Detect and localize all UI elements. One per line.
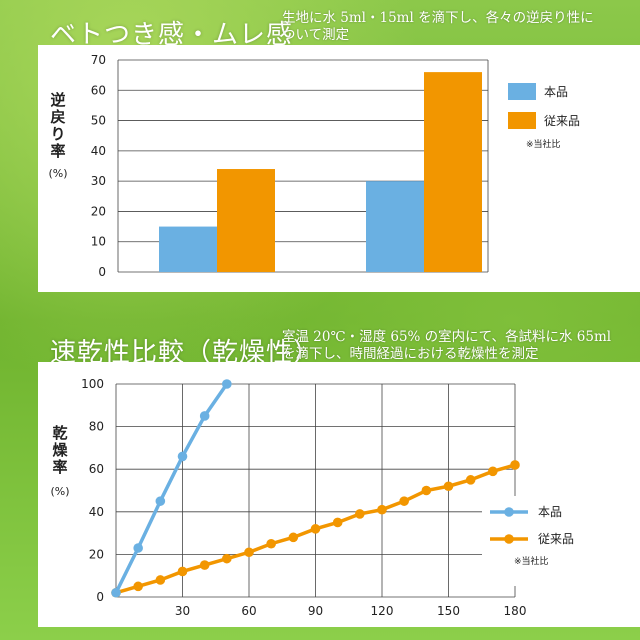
data-point-conventional [199, 560, 210, 570]
data-point-conventional [377, 504, 387, 515]
bar-conventional [217, 169, 275, 272]
y-tick-label: 100 [81, 377, 104, 391]
data-point-conventional [244, 547, 254, 558]
data-point-conventional [310, 524, 321, 534]
data-point-product [222, 379, 232, 389]
legend-label: 従来品 [544, 114, 580, 128]
data-point-product [155, 496, 166, 506]
data-point-conventional [222, 553, 232, 564]
data-point-conventional [488, 466, 498, 477]
y-axis-label-char: 逆 [50, 91, 65, 109]
line-chart-panel: 0 20 40 60 80 100 30 60 90 120 150 180 乾燥率 (%) 本品従来品 ※当… [38, 362, 640, 627]
footnote: ※当社比 [526, 138, 561, 150]
legend-label: 本品 [538, 505, 562, 519]
data-point-conventional [465, 475, 476, 485]
legend-marker [504, 507, 514, 517]
x-tick-label: 30 [175, 604, 190, 618]
legend-label: 従来品 [538, 532, 574, 546]
y-tick-label: 40 [91, 144, 106, 158]
data-point-conventional [288, 532, 299, 543]
data-point-conventional [133, 581, 143, 592]
series-line-product [114, 383, 229, 594]
y-tick-label: 60 [91, 83, 106, 97]
data-point-conventional [443, 481, 454, 492]
x-tick-label: 120 [371, 604, 394, 618]
bar-product [366, 181, 424, 272]
bar-conventional [424, 72, 482, 272]
y-tick-label: 0 [96, 590, 104, 604]
y-axis-label-char: 乾 [52, 424, 67, 442]
y-tick-label: 20 [89, 547, 104, 561]
data-point-product [133, 543, 143, 553]
y-axis-label-char: 率 [52, 458, 67, 476]
y-tick-label: 40 [89, 505, 104, 519]
data-point-conventional [510, 460, 520, 470]
data-point-product [177, 451, 188, 462]
x-tick-label: 90 [308, 604, 323, 618]
y-tick-label: 20 [91, 204, 106, 218]
y-tick-label: 60 [89, 462, 104, 476]
bar-chart-panel: 0 10 20 30 40 50 60 70 逆戻り率 (%) 本品従来品 ※当社比 [38, 45, 640, 292]
y-axis-label-char: 率 [50, 142, 65, 160]
data-point-conventional [332, 517, 343, 528]
data-point-conventional [155, 575, 166, 585]
y-axis-label: 乾燥率 [52, 424, 68, 476]
chart1-note-line1: 生地に水 5ml・15ml を滴下し、各々の逆戻り性に [282, 10, 594, 26]
footnote: ※当社比 [514, 555, 549, 567]
data-point-conventional [399, 496, 409, 506]
y-axis-label-char: 戻 [49, 108, 65, 126]
chart1-note-line2: ついて測定 [282, 27, 350, 43]
y-tick-label: 70 [91, 53, 106, 67]
x-tick-label: 60 [241, 604, 256, 618]
legend-label: 本品 [544, 85, 568, 99]
x-tick-label: 150 [437, 604, 460, 618]
y-axis-unit: (%) [48, 167, 67, 180]
chart2-note-line1: 室温 20℃・湿度 65% の室内にて、各試料に水 65ml [282, 329, 612, 345]
y-tick-label: 30 [91, 174, 106, 188]
legend-swatch [508, 112, 536, 129]
y-axis-label-char: 燥 [52, 441, 68, 459]
y-axis-label-char: り [50, 125, 65, 143]
y-tick-label: 80 [89, 420, 104, 434]
legend-marker [504, 534, 514, 544]
data-point-conventional [355, 509, 365, 519]
bar-product [159, 226, 217, 272]
y-tick-label: 0 [98, 265, 106, 279]
y-tick-label: 10 [91, 235, 106, 249]
y-axis-unit: (%) [50, 485, 69, 498]
y-tick-label: 50 [91, 114, 106, 128]
data-point-product [111, 587, 121, 598]
data-point-conventional [266, 538, 276, 549]
data-point-conventional [177, 566, 188, 577]
x-tick-label: 180 [504, 604, 527, 618]
legend-swatch [508, 83, 536, 100]
chart2-note-line2: を滴下し、時間経過における乾燥性を測定 [282, 346, 539, 362]
data-point-conventional [421, 485, 432, 496]
data-point-product [199, 411, 210, 421]
